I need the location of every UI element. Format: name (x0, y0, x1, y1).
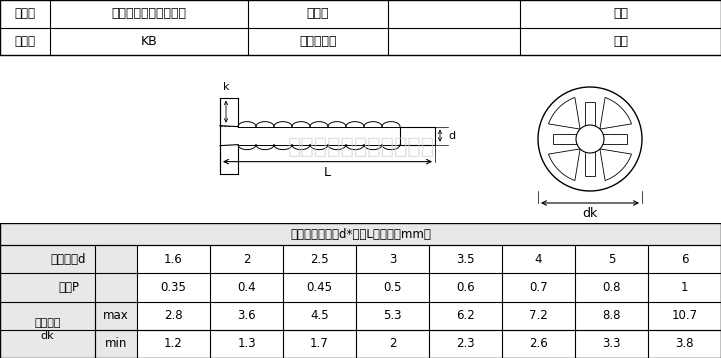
Text: 2.5: 2.5 (310, 253, 329, 266)
Text: max: max (103, 309, 129, 322)
Text: 2.6: 2.6 (529, 337, 548, 350)
Text: 0.5: 0.5 (384, 281, 402, 294)
Text: 3.3: 3.3 (602, 337, 621, 350)
Bar (400, 127, 435, 145)
Polygon shape (549, 97, 580, 129)
Bar (552, 134, 627, 144)
Text: 8.8: 8.8 (602, 309, 621, 322)
Text: 表面处理：: 表面处理： (299, 35, 337, 48)
Text: 10.7: 10.7 (671, 309, 697, 322)
Text: 1.6: 1.6 (164, 253, 183, 266)
Text: 0.6: 0.6 (456, 281, 475, 294)
Text: 螺纹直径d: 螺纹直径d (50, 253, 87, 266)
Text: 3.8: 3.8 (676, 337, 694, 350)
Text: k: k (223, 82, 229, 92)
Text: 3: 3 (389, 253, 396, 266)
Text: 3.5: 3.5 (456, 253, 474, 266)
Text: 2.3: 2.3 (456, 337, 475, 350)
Text: 2: 2 (389, 337, 397, 350)
Text: 3.6: 3.6 (237, 309, 256, 322)
Bar (0, 301, 137, 330)
Text: 4: 4 (535, 253, 542, 266)
Text: 0.35: 0.35 (161, 281, 187, 294)
Text: 镀镍: 镀镍 (613, 35, 628, 48)
Bar (585, 102, 595, 176)
Text: 0.8: 0.8 (602, 281, 621, 294)
Text: dk: dk (583, 207, 598, 220)
Text: 2: 2 (243, 253, 250, 266)
Text: 法士威精密零件有限公司: 法士威精密零件有限公司 (288, 137, 435, 158)
Text: 十字沉头割尾自攻螺丝: 十字沉头割尾自攻螺丝 (112, 7, 187, 20)
Text: KB: KB (141, 35, 157, 48)
Polygon shape (600, 149, 632, 180)
Text: L: L (324, 166, 331, 179)
Text: 5: 5 (608, 253, 615, 266)
Text: 6.2: 6.2 (456, 309, 475, 322)
Text: 1.3: 1.3 (237, 337, 256, 350)
Text: 0.45: 0.45 (306, 281, 332, 294)
Text: 牙距P: 牙距P (58, 281, 79, 294)
Text: min: min (105, 337, 127, 350)
Text: 7.2: 7.2 (529, 309, 548, 322)
Text: 材质：: 材质： (306, 7, 329, 20)
Text: 标准：: 标准： (14, 35, 35, 48)
Bar (0, 330, 137, 358)
Text: 品名：: 品名： (14, 7, 35, 20)
Text: 1.7: 1.7 (310, 337, 329, 350)
Text: 5.3: 5.3 (384, 309, 402, 322)
Text: 头部直径
dk: 头部直径 dk (35, 318, 61, 341)
Polygon shape (600, 97, 632, 129)
Polygon shape (549, 149, 580, 180)
Text: 碳钢: 碳钢 (613, 7, 628, 20)
Text: 4.5: 4.5 (310, 309, 329, 322)
Text: 2.8: 2.8 (164, 309, 183, 322)
Bar (0, 245, 137, 273)
Circle shape (576, 125, 604, 153)
Text: 1: 1 (681, 281, 689, 294)
Text: 尺寸标示：直径d*长度L（单位：mm）: 尺寸标示：直径d*长度L（单位：mm） (290, 227, 431, 241)
Bar (0, 273, 137, 301)
Circle shape (538, 87, 642, 191)
Text: 1.2: 1.2 (164, 337, 183, 350)
Bar (0, 223, 721, 245)
Text: 0.4: 0.4 (237, 281, 256, 294)
Text: 6: 6 (681, 253, 689, 266)
Text: 0.7: 0.7 (529, 281, 548, 294)
Text: d: d (448, 131, 455, 141)
